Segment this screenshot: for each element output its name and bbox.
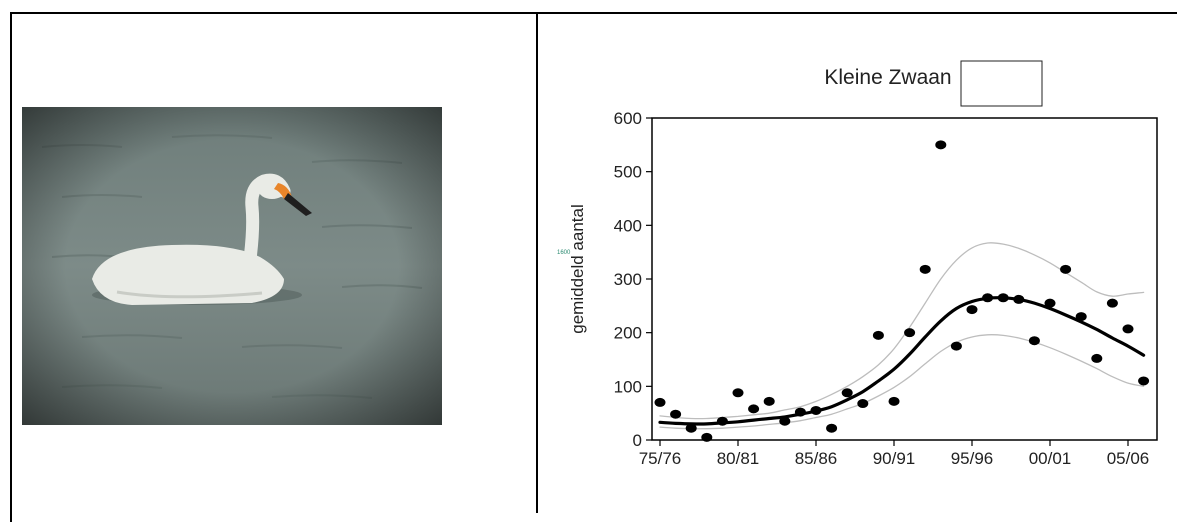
data-point <box>779 416 791 426</box>
y-tick-label: 400 <box>614 216 642 235</box>
data-point <box>1075 312 1087 322</box>
data-point <box>857 399 869 409</box>
data-point <box>654 397 666 407</box>
legend-box <box>960 60 1043 107</box>
y-tick-label: 200 <box>614 324 642 343</box>
data-point <box>826 423 838 433</box>
data-point <box>904 328 916 338</box>
chart-title: Kleine Zwaan <box>824 66 951 89</box>
x-tick-label: 80/81 <box>717 449 760 468</box>
x-tick-label: 90/91 <box>873 449 916 468</box>
data-point <box>763 396 775 406</box>
trend-line <box>658 296 1146 426</box>
data-point <box>1138 376 1150 386</box>
data-point <box>1091 353 1103 363</box>
data-point <box>1044 298 1056 308</box>
trend-chart: Kleine Zwaan gemiddeld aantal 1600 0 100 2… <box>557 60 1158 468</box>
data-point <box>794 407 806 417</box>
plot-area <box>651 117 1158 441</box>
table-frame <box>10 12 1177 522</box>
y-axis-label: gemiddeld aantal <box>568 204 587 333</box>
data-point <box>685 423 697 433</box>
data-point <box>670 409 682 419</box>
y-tick-label: 300 <box>614 270 642 289</box>
data-point <box>950 341 962 351</box>
chart-cell: Kleine Zwaan gemiddeld aantal 1600 0 100 2… <box>538 14 1177 513</box>
x-tick-label: 95/96 <box>951 449 994 468</box>
data-point <box>732 388 744 398</box>
data-point <box>841 388 853 398</box>
data-point <box>716 416 728 426</box>
lower-line <box>659 334 1145 430</box>
x-tick-label: 85/86 <box>795 449 838 468</box>
data-point <box>935 140 947 150</box>
data-point <box>966 305 978 315</box>
data-point <box>810 405 822 415</box>
stray-label: 1600 <box>557 250 571 256</box>
data-point <box>888 396 900 406</box>
data-point <box>701 432 713 442</box>
y-tick-label: 100 <box>614 377 642 396</box>
data-point <box>1028 336 1040 346</box>
y-tick-label: 600 <box>614 109 642 128</box>
data-point <box>748 404 760 414</box>
photo-cell <box>12 14 536 513</box>
y-tick-label: 500 <box>614 163 642 182</box>
y-tick-label: 0 <box>633 431 642 450</box>
cell-divider <box>536 12 538 513</box>
data-point <box>982 293 994 303</box>
data-point <box>872 330 884 340</box>
x-tick-label: 00/01 <box>1029 449 1072 468</box>
data-point <box>919 264 931 274</box>
data-point <box>997 293 1009 303</box>
x-tick-label: 75/76 <box>639 449 682 468</box>
swan-photo <box>22 107 442 425</box>
x-tick-label: 05/06 <box>1107 449 1150 468</box>
data-point <box>1106 298 1118 308</box>
data-point <box>1013 294 1025 304</box>
data-point <box>1060 264 1072 274</box>
data-point <box>1122 324 1134 334</box>
